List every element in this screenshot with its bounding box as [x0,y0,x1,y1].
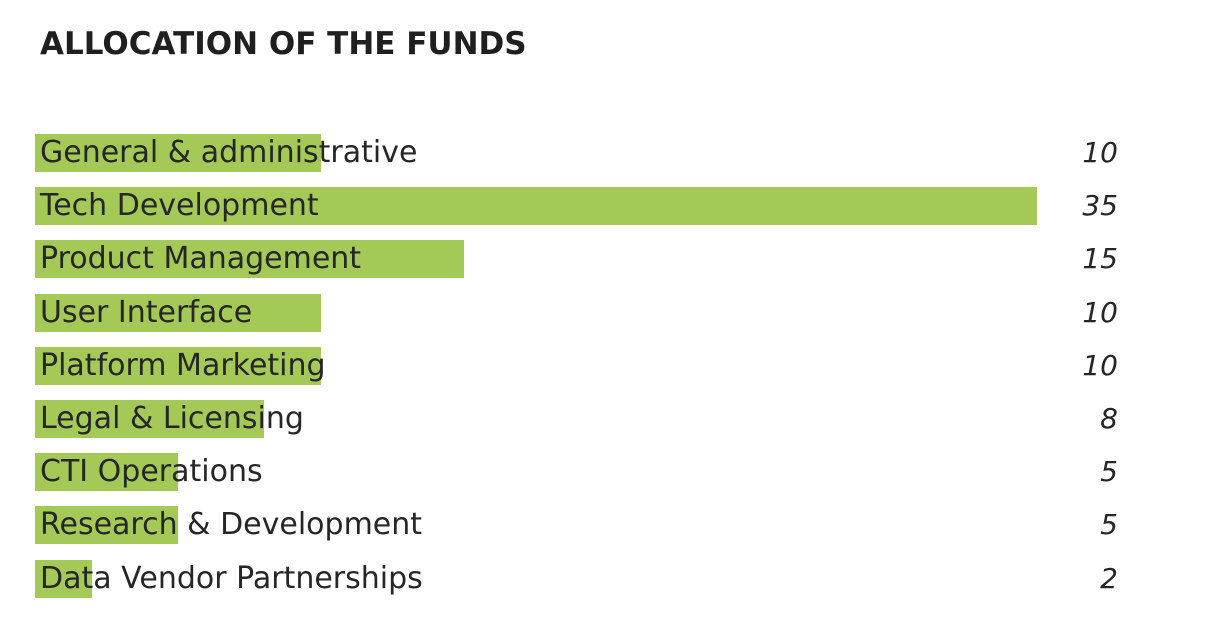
category-label: Tech Development [40,188,319,224]
value-label: 10 [1082,295,1118,329]
value-label: 8 [1100,402,1118,435]
bar-row: Data Vendor Partnerships 2 [0,559,1214,613]
bar-row: Legal & Licensing 8 [0,400,1214,453]
value-label: 5 [1100,508,1118,542]
bar-row: Platform Marketing 10 [0,346,1214,400]
value-label: 15 [1082,242,1118,276]
category-label: Platform Marketing [40,347,326,383]
bar [35,293,322,332]
bar [35,400,265,438]
bar [35,240,465,279]
bar-row: CTI Operations 5 [0,453,1214,506]
value-label: 10 [1082,348,1118,382]
category-label: Data Vendor Partnerships [40,560,423,596]
category-label: Research & Development [40,507,423,543]
bar [35,134,322,172]
bar [35,346,322,385]
value-label: 5 [1100,455,1118,489]
value-label: 2 [1100,561,1118,595]
category-label: User Interface [40,294,253,330]
bar [35,506,179,545]
bar [35,559,93,598]
bar-row: User Interface 10 [0,293,1214,347]
bar-row: General & administrative 10 [0,134,1214,187]
category-label: Legal & Licensing [40,401,304,436]
bar [35,453,179,492]
value-label: 10 [1082,136,1118,169]
category-label: Product Management [40,241,362,277]
value-label: 35 [1082,189,1118,223]
bar [35,187,1037,226]
bar-row: Research & Development 5 [0,506,1214,559]
category-label: General & administrative [40,135,418,170]
bar-row: Tech Development 35 [0,187,1214,240]
chart-title: ALLOCATION OF THE FUNDS [40,26,527,62]
bar-row: Product Management 15 [0,240,1214,293]
category-label: CTI Operations [40,454,263,490]
